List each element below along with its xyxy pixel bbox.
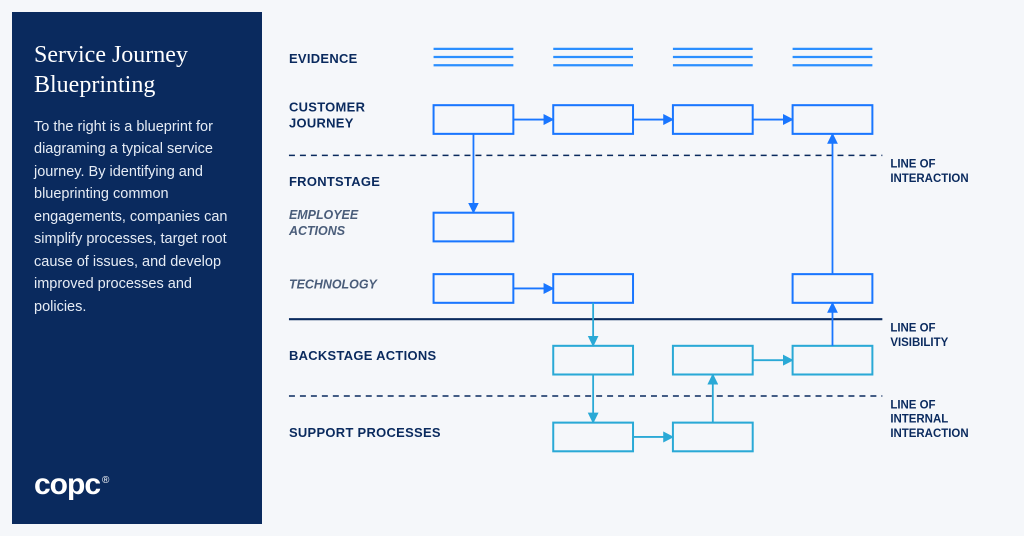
customer_journey-box-1 [553,105,633,134]
row-label-frontstage: FRONTSTAGE [289,174,380,189]
backstage-box-2 [673,346,753,375]
customer_journey-box-3 [793,105,873,134]
row-label-evidence: EVIDENCE [289,51,358,66]
technology-box-0 [434,274,514,303]
sidebar-panel: Service Journey Blueprinting To the righ… [12,12,262,524]
customer_journey-box-2 [673,105,753,134]
backstage-box-1 [553,346,633,375]
copc-logo: copc® [34,468,240,502]
customer_journey-box-0 [434,105,514,134]
row-label-backstage: BACKSTAGE ACTIONS [289,348,437,363]
employee_actions-box-0 [434,213,514,242]
row-label-employee_actions-2: ACTIONS [288,224,346,238]
row-label-technology: TECHNOLOGY [289,277,378,291]
row-label-employee_actions: EMPLOYEE [289,208,359,222]
row-label-support: SUPPORT PROCESSES [289,425,441,440]
support-box-2 [673,423,753,452]
sidebar-title: Service Journey Blueprinting [34,40,240,100]
logo-registered-icon: ® [102,475,108,486]
separator-label-375-2: INTERACTION [890,427,968,440]
technology-box-3 [793,274,873,303]
separator-label-140-1: INTERACTION [890,172,968,185]
backstage-box-3 [793,346,873,375]
sidebar-body: To the right is a blueprint for diagrami… [34,116,240,318]
separator-label-300-0: LINE OF [890,321,935,334]
blueprint-diagram: EVIDENCE CUSTOMER JOURNEY FRONTSTAGE EMPLOYE… [274,12,1012,524]
separator-label-375-0: LINE OF [890,398,935,411]
row-label-customer_journey: CUSTOMER [289,99,365,114]
technology-box-1 [553,274,633,303]
logo-text: copc [34,468,100,501]
support-box-1 [553,423,633,452]
separator-label-300-1: VISIBILITY [890,336,948,349]
separator-label-375-1: INTERNAL [890,412,948,425]
row-label-customer_journey-2: JOURNEY [289,116,354,131]
separator-label-140-0: LINE OF [890,158,935,171]
